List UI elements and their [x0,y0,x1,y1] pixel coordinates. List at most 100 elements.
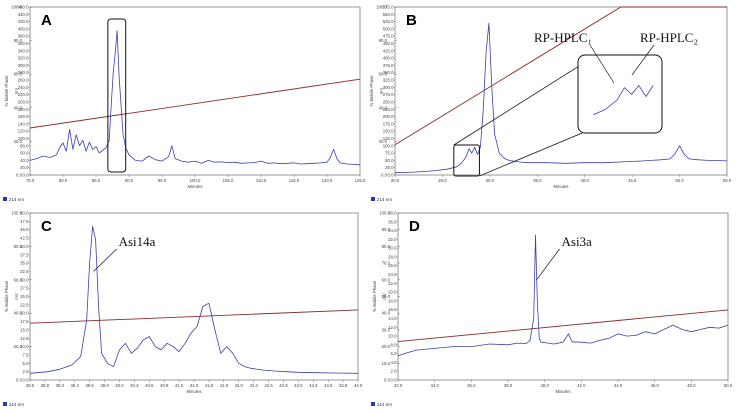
x-tick-label-b: 45.0 [628,178,637,183]
chart-c-svg: 0.020.040.060.080.0100.00.02.55.07.510.0… [3,211,363,407]
right-tick-label-b: 575.0 [383,5,394,10]
x-tick-label-c: 38.5 [26,383,35,388]
x-tick-label-c: 40.8 [160,383,169,388]
plot-frame-c [29,212,359,381]
right-tick-label-b: 550.0 [383,12,394,17]
right-tick-label-d: 24.0 [388,272,397,277]
left-tick-label-a: 100.0 [11,5,22,10]
zoom-connector-b [479,132,583,177]
right-tick-label-d: 38.0 [388,211,397,216]
left-tick-label-d: 80.0 [382,244,391,249]
right-tick-label-a: 140.0 [18,121,29,126]
peak-label-c: Asi14a [119,234,156,249]
right-tick-label-b: 175.0 [383,121,394,126]
x-axis-label-d: Minutes [555,389,570,394]
right-tick-label-a: 220.0 [18,92,29,97]
right-tick-label-d: 10.0 [388,334,397,339]
right-tick-label-b: 25.0 [385,165,394,170]
right-tick-label-b: 350.0 [383,70,394,75]
x-tick-label-b: 55.0 [723,178,732,183]
left-tick-label-d: 40.0 [382,311,391,316]
left-tick-label-c: 0.0 [16,378,23,383]
wavelength-label-b: 214 nm [377,197,392,202]
x-tick-label-a: 80.0 [59,178,68,183]
right-tick-label-c: 35.0 [20,261,29,266]
x-tick-label-b: 50.0 [675,178,684,183]
x-tick-label-c: 38.8 [41,383,50,388]
left-tick-label-d: 70.0 [382,261,391,266]
chromatogram-trace-a [29,30,361,166]
right-tick-label-d: 32.0 [388,237,397,242]
left-tick-label-c: 100.0 [11,211,22,216]
right-tick-label-c: 17.5 [20,319,29,324]
x-tick-label-a: 120.0 [322,178,333,183]
right-tick-label-b: 400.0 [383,56,394,61]
right-tick-label-c: 25.0 [20,294,29,299]
x-tick-label-c: 39.0 [56,383,65,388]
left-tick-label-b: 80.0 [379,38,388,43]
x-tick-label-c: 42.3 [249,383,258,388]
x-tick-label-a: 85.0 [92,178,101,183]
peak-pointer-d [536,248,560,281]
right-tick-label-a: 260.0 [18,78,29,83]
right-tick-label-a: 300.0 [18,63,29,68]
right-tick-label-c: 27.5 [20,286,29,291]
left-tick-label-d: 0.0 [384,378,391,383]
left-tick-label-a: 20.0 [14,139,23,144]
right-tick-label-d: 28.0 [388,254,397,259]
left-tick-label-c: 60.0 [14,277,23,282]
x-tick-label-c: 44.0 [354,383,363,388]
panel-c: 0.0 20.0 40.0 60.0 80.0 100.0 0.0 2.5 5.0 7.5 10.0… [0,205,368,410]
right-tick-label-b: 375.0 [383,63,394,68]
inset-pointer-1-b [589,44,615,84]
right-tick-label-c: 0.0 [23,378,30,383]
right-tick-label-d: 12.0 [388,325,397,330]
right-tick-label-b: 225.0 [383,107,394,112]
x-tick-label-d: 36.0 [467,383,476,388]
left-tick-label-d: 50.0 [382,294,391,299]
x-tick-label-b: 20.0 [391,178,400,183]
inset-label-2-b: RP-HPLC₂ [640,30,698,45]
right-tick-label-c: 32.5 [20,269,29,274]
right-tick-label-c: 12.5 [20,336,29,341]
x-tick-label-a: 95.0 [158,178,167,183]
right-tick-label-c: 42.5 [20,236,29,241]
right-tick-label-b: 450.0 [383,41,394,46]
panel-letter-d: D [409,218,420,235]
panel-letter-a: A [41,12,52,29]
left-tick-label-c: 40.0 [14,311,23,316]
x-tick-label-d: 48.0 [687,383,696,388]
right-tick-label-b: 0.0 [388,173,395,178]
right-tick-label-c: 50.0 [20,211,29,216]
left-tick-label-c: 80.0 [14,244,23,249]
right-tick-label-c: 10.0 [20,344,29,349]
right-tick-label-d: 8.0 [391,342,398,347]
plot-frame-b [394,6,728,176]
y-axis-label-right-d: mV [382,293,387,300]
x-tick-label-c: 40.0 [115,383,124,388]
right-tick-label-d: 34.0 [388,228,397,233]
right-tick-label-d: 36.0 [388,219,397,224]
right-tick-label-d: 20.0 [388,290,397,295]
left-tick-label-b: 0.0 [381,173,388,178]
x-tick-label-c: 43.8 [339,383,348,388]
left-tick-label-a: 0.0 [16,173,23,178]
right-tick-label-b: 475.0 [383,34,394,39]
right-tick-label-d: 0.0 [391,378,398,383]
y-axis-label-left-b: % Mobile Phase [369,75,374,107]
right-tick-label-a: 60.0 [20,151,29,156]
right-tick-label-b: 525.0 [383,19,394,24]
right-tick-label-b: 425.0 [383,48,394,53]
left-tick-label-b: 60.0 [379,72,388,77]
right-tick-label-d: 22.0 [388,281,397,286]
right-tick-label-a: 200.0 [18,99,29,104]
gradient-line-c [29,309,359,324]
panel-a: 0.0 20.0 40.0 60.0 80.0 100.0 0.0 20.0 40.0 60.0 8… [0,0,368,205]
x-axis-label-c: Minutes [186,389,201,394]
wavelength-marker-a [3,197,7,201]
right-tick-label-b: 100.0 [383,143,394,148]
gradient-line-b [394,6,727,146]
x-tick-label-a: 115.0 [289,178,300,183]
right-tick-label-d: 2.0 [391,369,398,374]
chart-b-svg: 0.020.040.060.080.0100.00.025.050.075.01… [369,5,732,203]
